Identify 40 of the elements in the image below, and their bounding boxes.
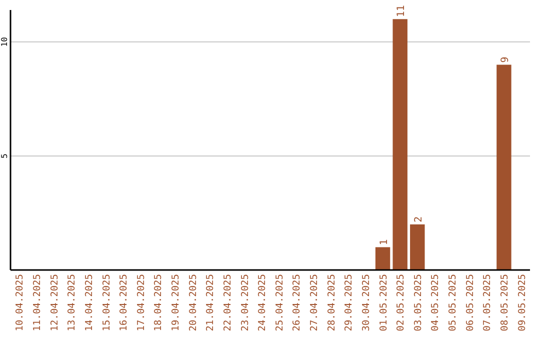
data-label: 1 <box>378 239 390 246</box>
x-tick-label: 23.04.2025 <box>240 274 251 332</box>
x-tick-label: 07.05.2025 <box>482 274 494 332</box>
data-label: 9 <box>500 56 511 63</box>
x-tick-label: 05.05.2025 <box>448 274 459 332</box>
data-label: 11 <box>396 5 408 18</box>
bar <box>392 19 408 270</box>
x-tick-label: 15.04.2025 <box>101 274 112 332</box>
x-tick-label: 11.04.2025 <box>32 274 44 332</box>
x-tick-label: 29.04.2025 <box>344 274 355 332</box>
x-tick-label: 09.05.2025 <box>516 274 528 332</box>
x-tick-label: 13.04.2025 <box>66 274 78 332</box>
x-tick-label: 04.05.2025 <box>430 274 442 332</box>
x-tick-label: 22.04.2025 <box>222 274 234 332</box>
x-tick-label: 17.04.2025 <box>136 274 147 332</box>
x-tick-label: 25.04.2025 <box>274 274 286 332</box>
bar <box>375 247 390 270</box>
x-tick-label: 26.04.2025 <box>292 274 303 332</box>
x-tick-label: 10.04.2025 <box>14 274 26 332</box>
x-tick-label: 21.04.2025 <box>205 274 216 332</box>
x-tick-label: 06.05.2025 <box>464 274 476 332</box>
x-tick-label: 03.05.2025 <box>412 274 424 332</box>
x-tick-label: 28.04.2025 <box>326 274 338 332</box>
x-tick-label: 19.04.2025 <box>170 274 182 332</box>
y-tick-label: 5 <box>0 153 9 158</box>
y-tick-label: 10 <box>0 36 9 47</box>
bar <box>496 64 512 270</box>
x-tick-label: 18.04.2025 <box>153 274 164 332</box>
x-tick-label: 02.05.2025 <box>396 274 407 332</box>
x-tick-label: 20.04.2025 <box>188 274 199 332</box>
x-tick-label: 12.04.2025 <box>49 274 60 332</box>
data-label: 2 <box>413 216 424 222</box>
x-tick-label: 01.05.2025 <box>378 274 390 332</box>
x-tick-label: 30.04.2025 <box>360 274 372 332</box>
x-tick-label: 16.04.2025 <box>118 274 130 332</box>
bar <box>410 224 425 270</box>
x-tick-label: 14.04.2025 <box>84 274 95 332</box>
x-tick-label: 24.04.2025 <box>257 274 268 332</box>
x-tick-label: 27.04.2025 <box>309 274 320 332</box>
x-tick-label: 08.05.2025 <box>499 274 510 332</box>
